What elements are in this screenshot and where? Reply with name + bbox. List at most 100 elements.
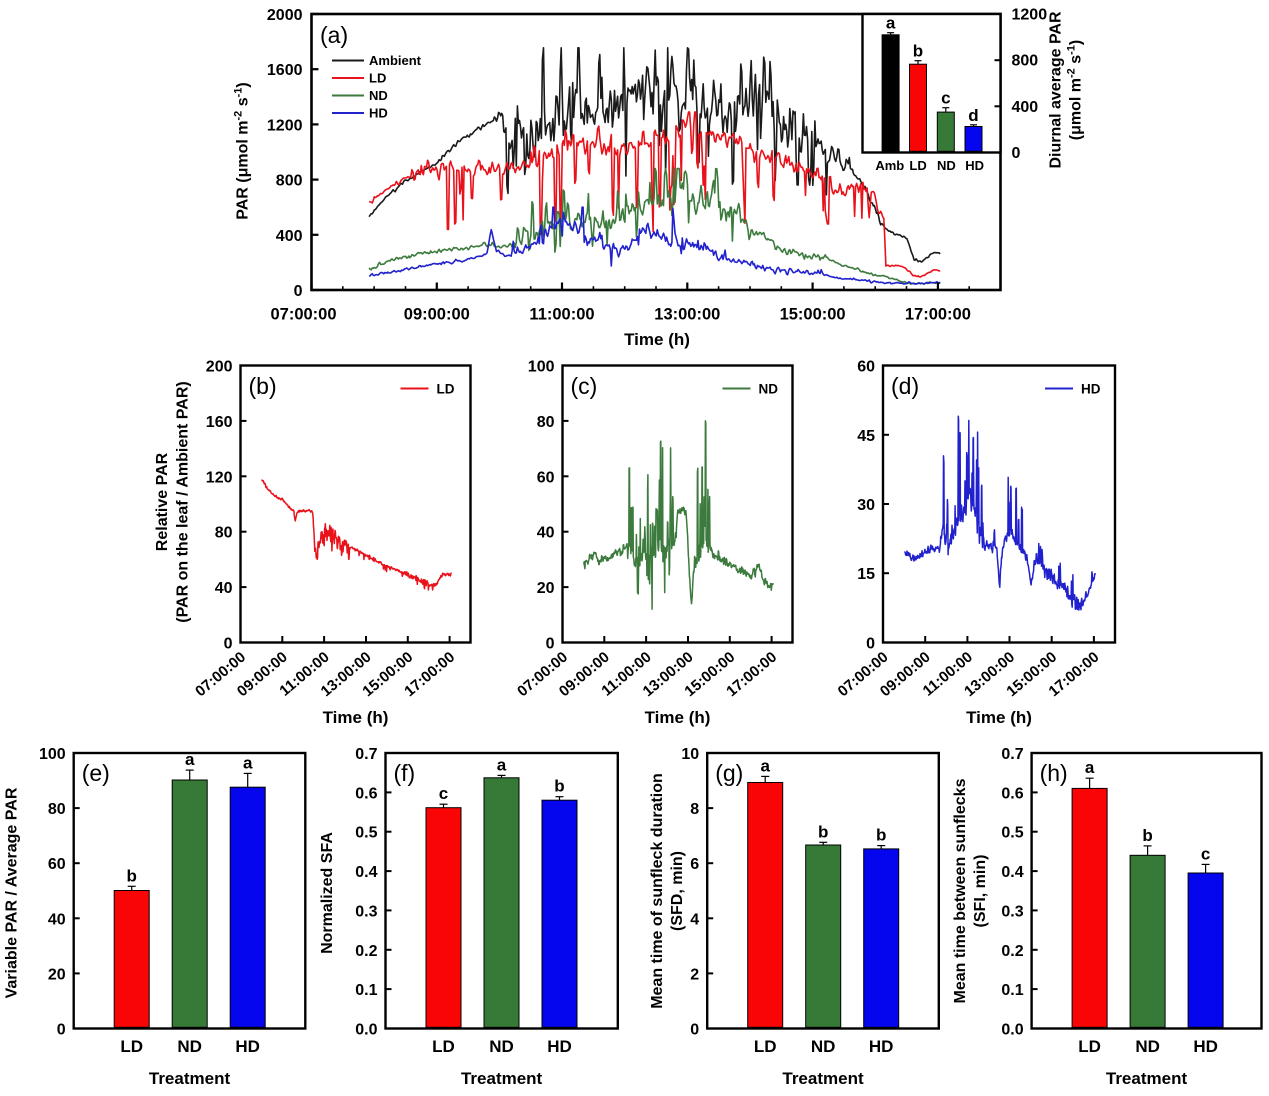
svg-text:c: c [941,89,950,108]
svg-text:Treatment: Treatment [1106,1069,1188,1088]
svg-text:80: 80 [537,414,555,431]
svg-text:0.0: 0.0 [355,1022,377,1039]
svg-text:17:00:00: 17:00:00 [905,306,971,324]
svg-text:b: b [876,826,886,845]
svg-text:ND: ND [1135,1037,1160,1056]
svg-text:07:00:00: 07:00:00 [270,306,336,324]
svg-text:0.1: 0.1 [1001,982,1023,999]
svg-text:Time (h): Time (h) [645,708,711,727]
svg-text:Treatment: Treatment [461,1069,543,1088]
svg-text:a: a [886,14,896,33]
svg-text:Mean time between sunflecks: Mean time between sunflecks [952,778,969,1003]
svg-text:0.0: 0.0 [1001,1022,1023,1039]
svg-text:(a): (a) [320,22,348,48]
svg-text:LD: LD [754,1037,777,1056]
svg-text:HD: HD [547,1037,572,1056]
svg-text:0: 0 [57,1022,66,1039]
svg-text:80: 80 [215,525,233,542]
svg-text:PAR (μmol m-2 s-1): PAR (μmol m-2 s-1) [233,82,252,220]
svg-text:60: 60 [857,359,875,376]
svg-text:Variable PAR / Average PAR: Variable PAR / Average PAR [4,787,21,998]
svg-text:ND: ND [759,381,779,396]
svg-text:b: b [127,866,137,885]
svg-text:LD: LD [437,381,455,396]
svg-text:13:00:00: 13:00:00 [654,306,720,324]
svg-text:0.7: 0.7 [355,746,377,763]
svg-text:160: 160 [206,414,233,431]
svg-text:0: 0 [294,283,303,300]
svg-text:(PAR on the leaf / Ambient PAR: (PAR on the leaf / Ambient PAR) [175,381,192,622]
svg-text:400: 400 [276,228,303,245]
svg-text:a: a [1085,758,1095,777]
svg-text:0.6: 0.6 [1001,785,1023,802]
svg-text:ND: ND [811,1037,836,1056]
svg-text:a: a [185,750,195,769]
svg-text:0.3: 0.3 [1001,903,1023,920]
svg-text:(c): (c) [571,373,598,399]
svg-text:Time (h): Time (h) [966,708,1032,727]
svg-text:HD: HD [869,1037,894,1056]
svg-text:Treatment: Treatment [782,1069,864,1088]
svg-text:Ambient: Ambient [369,53,422,68]
svg-text:1200: 1200 [267,117,303,134]
svg-text:(b): (b) [249,373,277,399]
svg-text:0.5: 0.5 [1001,825,1023,842]
svg-text:d: d [968,106,978,125]
svg-text:15:00:00: 15:00:00 [780,306,846,324]
svg-text:Mean time of sunfleck duration: Mean time of sunfleck duration [649,773,666,1009]
svg-text:ND: ND [177,1037,202,1056]
svg-text:800: 800 [276,173,303,190]
svg-text:45: 45 [857,428,875,445]
svg-text:40: 40 [537,525,555,542]
svg-text:0.6: 0.6 [355,785,377,802]
svg-text:LD: LD [369,71,386,86]
svg-text:Time (h): Time (h) [624,330,690,349]
svg-text:1600: 1600 [267,62,303,79]
svg-text:ND: ND [489,1037,514,1056]
svg-text:0: 0 [546,636,555,653]
svg-text:0.5: 0.5 [355,825,377,842]
svg-text:b: b [554,777,564,796]
svg-text:0: 0 [224,636,233,653]
svg-text:Relative PAR: Relative PAR [154,452,171,551]
svg-text:20: 20 [48,966,66,983]
svg-text:0.2: 0.2 [355,943,377,960]
svg-text:8: 8 [690,801,699,818]
svg-text:0.2: 0.2 [1001,943,1023,960]
svg-text:ND: ND [937,158,956,173]
svg-text:ND: ND [369,88,388,103]
svg-text:120: 120 [206,469,233,486]
svg-text:Amb: Amb [875,158,904,173]
svg-text:0: 0 [866,636,875,653]
svg-text:(e): (e) [82,760,110,786]
svg-text:(μmol m-2 s-1): (μmol m-2 s-1) [1066,40,1085,140]
svg-text:b: b [1142,826,1152,845]
svg-text:2000: 2000 [267,7,303,24]
svg-text:40: 40 [48,911,66,928]
svg-text:800: 800 [1012,53,1039,70]
svg-text:HD: HD [369,106,388,121]
svg-text:Normalized SFA: Normalized SFA [319,832,336,954]
svg-text:80: 80 [48,801,66,818]
svg-text:200: 200 [206,359,233,376]
svg-text:(f): (f) [394,760,416,786]
svg-text:60: 60 [48,856,66,873]
svg-text:a: a [760,756,770,775]
svg-text:LD: LD [1078,1037,1101,1056]
svg-text:Treatment: Treatment [149,1069,231,1088]
svg-text:20: 20 [537,580,555,597]
svg-text:(h): (h) [1040,760,1068,786]
svg-text:100: 100 [39,746,66,763]
svg-text:LD: LD [120,1037,143,1056]
svg-text:40: 40 [215,580,233,597]
svg-text:0.4: 0.4 [355,864,377,881]
svg-text:HD: HD [1081,381,1101,396]
svg-text:Time (h): Time (h) [323,708,389,727]
svg-text:(d): (d) [891,373,919,399]
svg-text:HD: HD [965,158,984,173]
svg-text:0.1: 0.1 [355,982,377,999]
svg-text:HD: HD [235,1037,260,1056]
svg-text:c: c [1201,844,1210,863]
svg-text:a: a [243,753,253,772]
svg-text:LD: LD [432,1037,455,1056]
